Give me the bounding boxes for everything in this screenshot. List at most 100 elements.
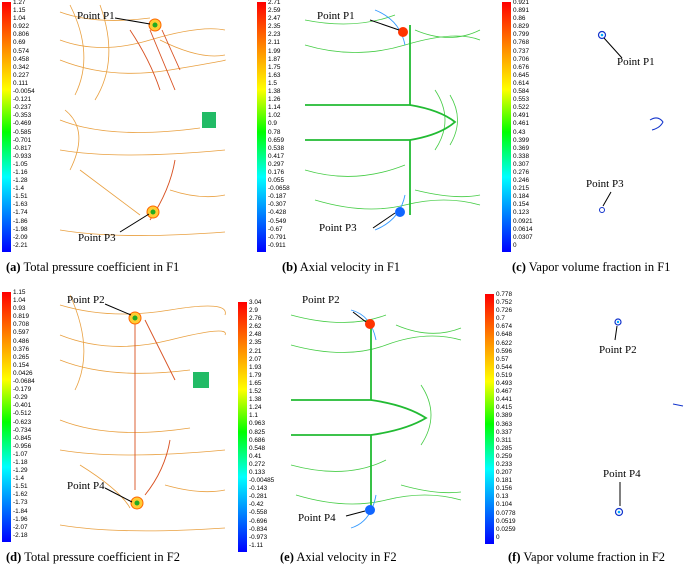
contour-plot-d: [59, 294, 226, 532]
scale-tick-label: 0.246: [513, 177, 529, 185]
scale-tick-label: 0.686: [249, 436, 265, 444]
scale-tick-label: 0.461: [513, 120, 529, 128]
scale-tick-label: 0.922: [13, 23, 29, 31]
scale-tick-label: -2.21: [13, 241, 28, 249]
scale-tick-label: 1.04: [13, 15, 26, 23]
panel-b-axial-velocity-f1: 2.71 2.59 2.47 2.35 2.23 2.11 1.99 1.87 1.75 1.63…: [255, 0, 483, 252]
scale-tick-label: -2.07: [13, 523, 28, 531]
scale-tick-label: -0.817: [13, 144, 32, 152]
scale-tick-label: -0.353: [13, 112, 32, 120]
scale-ticks: 0.921 0.891 0.86 0.829 0.799 0.768 0.737 0.706 0…: [513, 0, 533, 249]
scale-tick-label: 0: [496, 533, 500, 541]
scale-tick-label: -1.51: [13, 193, 28, 201]
scale-tick-label: 0.9: [268, 120, 277, 128]
scale-tick-label: -0.549: [268, 217, 287, 225]
scale-tick-label: 1.27: [13, 0, 26, 6]
scale-tick-label: 0.491: [513, 112, 529, 120]
scale-tick-label: -0.00485: [249, 477, 275, 485]
scale-tick-label: -1.63: [13, 201, 28, 209]
color-scale-c: 0.921 0.891 0.86 0.829 0.799 0.768 0.737 0.706 0…: [502, 0, 562, 252]
point-label-p3: Point P3: [319, 222, 357, 234]
scale-tick-label: 0.921: [513, 0, 529, 6]
contour-plot-e: [290, 309, 462, 529]
scale-tick-label: -0.42: [249, 501, 264, 509]
scale-tick-label: 1.93: [249, 363, 262, 371]
scale-tick-label: 0.648: [496, 331, 512, 339]
scale-tick-label: 1.04: [13, 297, 26, 305]
scale-tick-label: 0.0307: [513, 233, 533, 241]
scale-tick-label: 0.184: [513, 193, 529, 201]
panel-c-vapor-fraction-f1: 0.921 0.891 0.86 0.829 0.799 0.768 0.737 0.706 0…: [500, 0, 685, 252]
scale-tick-label: 2.71: [268, 0, 281, 6]
scale-tick-label: 0.311: [496, 436, 512, 444]
point-label-p4: Point P4: [298, 512, 336, 524]
scale-tick-label: 0.548: [249, 444, 265, 452]
scale-tick-label: 0.389: [496, 412, 512, 420]
scale-tick-label: 0.676: [513, 63, 529, 71]
scale-tick-label: 0.41: [249, 452, 262, 460]
scale-tick-label: -0.973: [249, 533, 268, 541]
scale-ticks: 2.71 2.59 2.47 2.35 2.23 2.11 1.99 1.87 1.75 1.63…: [268, 0, 290, 249]
scale-tick-label: -2.18: [13, 531, 28, 539]
scale-tick-label: 0.133: [249, 468, 265, 476]
scale-tick-label: 0.337: [496, 428, 512, 436]
scale-tick-label: 0.0519: [496, 517, 516, 525]
scale-tick-label: -0.469: [13, 120, 32, 128]
scale-tick-label: 0.0778: [496, 509, 516, 517]
scale-tick-label: -0.143: [249, 485, 268, 493]
scale-tick-label: 0.285: [496, 444, 512, 452]
scale-tick-label: -1.05: [13, 160, 28, 168]
scale-tick-label: 1.15: [13, 7, 26, 15]
scale-tick-label: -1.07: [13, 450, 28, 458]
scale-tick-label: 2.76: [249, 315, 262, 323]
point-label-p1: Point P1: [617, 56, 655, 68]
contour-plot-c: [597, 30, 664, 213]
scale-tick-label: -1.11: [249, 541, 264, 549]
point-label-p3: Point P3: [586, 178, 624, 190]
scale-tick-label: 2.59: [268, 7, 281, 15]
scale-tick-label: 0.415: [496, 404, 512, 412]
scale-tick-label: -1.4: [13, 185, 25, 193]
scale-tick-label: 1.14: [268, 104, 281, 112]
scale-tick-label: -0.696: [249, 517, 268, 525]
scale-tick-label: 0.441: [496, 396, 512, 404]
contour-plot-f: [614, 318, 684, 517]
scale-tick-label: 0.597: [13, 329, 29, 337]
scale-tick-label: 0.123: [513, 209, 529, 217]
scale-ticks: 1.15 1.04 0.93 0.819 0.708 0.597 0.486 0.376 0.2…: [13, 289, 35, 539]
scale-tick-label: 0.276: [513, 168, 529, 176]
scale-tick-label: 0.622: [496, 339, 512, 347]
scale-tick-label: -1.51: [13, 483, 28, 491]
scale-tick-label: 0.467: [496, 388, 512, 396]
scale-ticks: 1.27 1.15 1.04 0.922 0.806 0.69 0.574 0.458 0.34…: [13, 0, 35, 249]
scale-tick-label: -0.845: [13, 434, 32, 442]
scale-tick-label: 0.708: [13, 321, 29, 329]
scale-tick-label: -0.187: [268, 193, 287, 201]
scale-tick-label: 0.574: [13, 47, 29, 55]
scale-tick-label: 0.963: [249, 420, 265, 428]
scale-tick-label: 0.519: [496, 371, 512, 379]
color-scale-a: 1.27 1.15 1.04 0.922 0.806 0.69 0.574 0.458 0.34…: [2, 0, 62, 252]
scale-tick-label: 0.111: [13, 79, 29, 87]
scale-tick-label: -0.734: [13, 426, 32, 434]
scale-tick-label: -2.09: [13, 233, 28, 241]
scale-tick-label: 1.65: [249, 379, 262, 387]
scale-tick-label: 2.07: [249, 355, 262, 363]
point-label-p4: Point P4: [603, 468, 641, 480]
scale-tick-label: -0.237: [13, 104, 32, 112]
scale-tick-label: -0.0658: [268, 185, 290, 193]
scale-tick-label: 0.768: [513, 39, 529, 47]
scale-tick-label: 1.15: [13, 289, 26, 296]
scale-tick-label: 0.614: [513, 79, 529, 87]
scale-tick-label: -0.428: [268, 209, 287, 217]
scale-tick-label: -0.791: [268, 233, 287, 241]
scale-tick-label: 1.75: [268, 63, 281, 71]
scale-tick-label: 0.181: [496, 477, 512, 485]
scale-tick-label: 0.363: [496, 420, 512, 428]
scale-tick-label: 0.86: [513, 15, 526, 23]
scale-tick-label: 0.825: [249, 428, 265, 436]
scale-tick-label: 2.35: [249, 339, 262, 347]
scale-tick-label: -1.98: [13, 225, 28, 233]
scale-tick-label: -0.179: [13, 386, 32, 394]
scale-tick-label: 1.5: [268, 79, 277, 87]
